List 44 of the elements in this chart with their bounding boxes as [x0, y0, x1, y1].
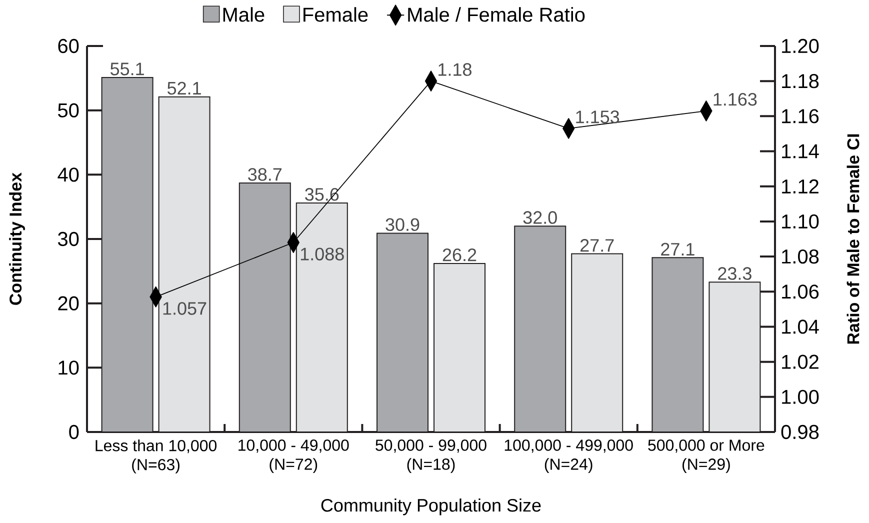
- data-label: 1.163: [714, 92, 757, 106]
- y2-tick-label: 1.08: [782, 249, 819, 264]
- y2-axis-title: Ratio of Male to Female CI: [846, 134, 860, 344]
- data-label: 26.2: [442, 248, 476, 262]
- y-tick-label: 40: [58, 168, 79, 182]
- data-label: 1.153: [576, 110, 620, 124]
- data-label: 30.9: [386, 218, 420, 232]
- y2-tick-label: 1.12: [782, 179, 818, 194]
- y2-tick-label: 1.00: [782, 390, 819, 404]
- x-tick-label: Less than 10,000 (N=63): [96, 440, 217, 474]
- x-tick-label: 50,000 - 99,000 (N=18): [376, 440, 486, 474]
- y-tick-label: 10: [58, 360, 79, 375]
- legend-label: Male / Female Ratio: [408, 7, 585, 22]
- data-label: 38.7: [248, 168, 282, 181]
- y2-tick-label: 1.04: [782, 320, 819, 334]
- y2-tick-label: 0.98: [781, 424, 819, 440]
- data-label: 27.7: [580, 239, 614, 252]
- y-tick-label: 50: [58, 103, 79, 118]
- data-label: 1.18: [438, 63, 472, 76]
- data-label: 55.1: [110, 62, 144, 76]
- y2-tick-label: 1.06: [782, 284, 819, 299]
- data-label: 1.057: [163, 302, 206, 315]
- data-label: 32.0: [523, 211, 557, 224]
- legend-label: Female: [304, 7, 368, 22]
- y2-tick-label: 1.20: [782, 38, 819, 54]
- data-label: 27.1: [661, 242, 694, 256]
- x-axis-title: Community Population Size: [321, 498, 541, 516]
- data-label: 1.088: [300, 248, 344, 260]
- y-tick-label: 60: [58, 38, 79, 54]
- data-label: 52.1: [168, 82, 201, 95]
- y2-tick-label: 1.16: [782, 109, 819, 124]
- x-tick-label: 500,000 or More (N=29): [648, 440, 764, 474]
- y-tick-label: 20: [58, 296, 79, 310]
- y2-tick-label: 1.18: [782, 74, 819, 88]
- y2-tick-label: 1.02: [782, 354, 818, 369]
- y2-tick-label: 1.10: [782, 214, 819, 229]
- legend-label: Male: [223, 7, 264, 22]
- data-label: 23.3: [718, 267, 752, 280]
- y2-tick-label: 1.14: [782, 144, 819, 158]
- y-axis-title: Continuity Index: [9, 172, 25, 305]
- x-tick-label: 10,000 - 49,000 (N=72): [238, 440, 349, 474]
- x-tick-label: 100,000 - 499,000 (N=24): [504, 440, 633, 474]
- y-tick-label: 0: [69, 424, 79, 440]
- y-tick-label: 30: [58, 232, 79, 246]
